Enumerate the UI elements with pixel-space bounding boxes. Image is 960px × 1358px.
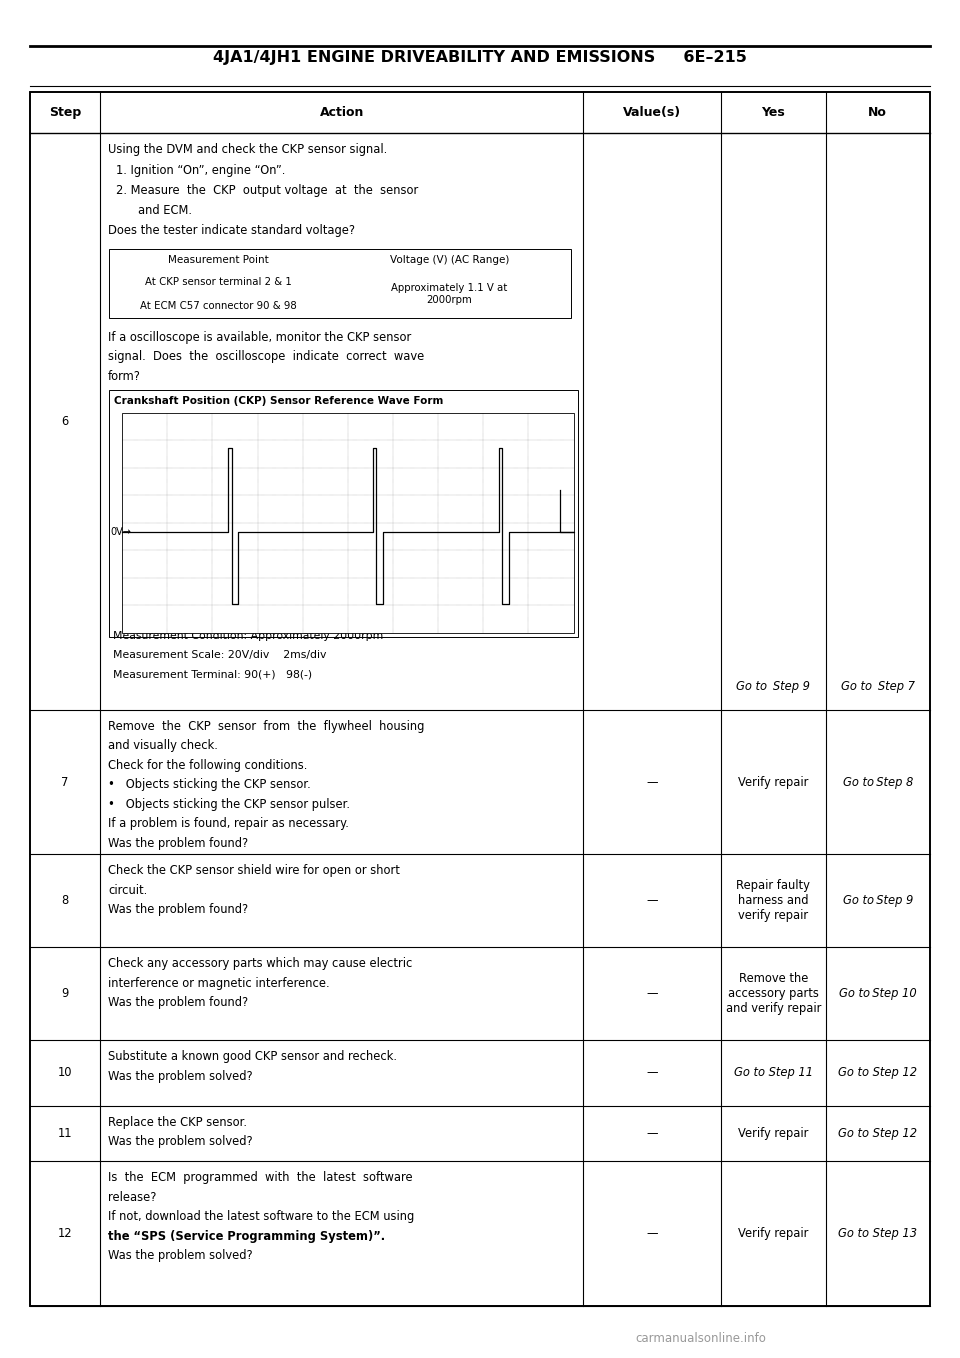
Text: Is  the  ECM  programmed  with  the  latest  software: Is the ECM programmed with the latest so…	[108, 1172, 413, 1184]
Text: Measurement Condition: Approximately 2000rpm: Measurement Condition: Approximately 200…	[113, 630, 383, 641]
Text: Go to Step 8: Go to Step 8	[843, 775, 913, 789]
Text: 8: 8	[61, 895, 69, 907]
Text: Was the problem found?: Was the problem found?	[108, 837, 249, 850]
Text: Step: Step	[49, 106, 82, 120]
Text: Verify repair: Verify repair	[738, 1228, 808, 1240]
Text: 12: 12	[58, 1228, 72, 1240]
Text: Go to  Step 9: Go to Step 9	[736, 680, 810, 693]
Text: Measurement Point: Measurement Point	[168, 255, 269, 265]
Text: 10: 10	[58, 1066, 72, 1080]
Text: —: —	[647, 775, 659, 789]
Text: •   Objects sticking the CKP sensor pulser.: • Objects sticking the CKP sensor pulser…	[108, 797, 350, 811]
Text: Yes: Yes	[761, 106, 785, 120]
Bar	[122, 413, 573, 633]
Text: Remove  the  CKP  sensor  from  the  flywheel  housing: Remove the CKP sensor from the flywheel …	[108, 720, 424, 733]
Bar	[30, 92, 930, 1306]
Text: 4JA1/4JH1 ENGINE DRIVEABILITY AND EMISSIONS     6E–215: 4JA1/4JH1 ENGINE DRIVEABILITY AND EMISSI…	[213, 50, 747, 65]
Text: Repair faulty
harness and
verify repair: Repair faulty harness and verify repair	[736, 880, 810, 922]
Text: 7: 7	[61, 775, 69, 789]
Text: Check the CKP sensor shield wire for open or short: Check the CKP sensor shield wire for ope…	[108, 865, 400, 877]
Text: form?: form?	[108, 369, 141, 383]
Text: Was the problem solved?: Was the problem solved?	[108, 1135, 252, 1148]
Text: Value(s): Value(s)	[623, 106, 682, 120]
Bar	[109, 390, 578, 637]
Text: Measurement Scale: 20V/div    2ms/div: Measurement Scale: 20V/div 2ms/div	[113, 650, 326, 660]
Text: At CKP sensor terminal 2 & 1: At CKP sensor terminal 2 & 1	[145, 277, 292, 288]
Text: Check any accessory parts which may cause electric: Check any accessory parts which may caus…	[108, 957, 413, 970]
Text: Substitute a known good CKP sensor and recheck.: Substitute a known good CKP sensor and r…	[108, 1050, 397, 1063]
Text: Go to Step 12: Go to Step 12	[838, 1066, 918, 1080]
Text: Does the tester indicate standard voltage?: Does the tester indicate standard voltag…	[108, 224, 355, 238]
Text: Go to Step 12: Go to Step 12	[838, 1127, 918, 1139]
Text: 9: 9	[61, 987, 69, 1001]
Text: Was the problem solved?: Was the problem solved?	[108, 1070, 252, 1082]
Text: Go to Step 10: Go to Step 10	[839, 987, 917, 1001]
Text: 6: 6	[61, 416, 69, 428]
Text: Check for the following conditions.: Check for the following conditions.	[108, 759, 307, 771]
Text: —: —	[647, 895, 659, 907]
Text: and ECM.: and ECM.	[138, 204, 192, 216]
Text: •   Objects sticking the CKP sensor.: • Objects sticking the CKP sensor.	[108, 778, 311, 792]
Text: Remove the
accessory parts
and verify repair: Remove the accessory parts and verify re…	[726, 972, 821, 1016]
Text: No: No	[869, 106, 887, 120]
Text: —: —	[647, 1127, 659, 1139]
Text: interference or magnetic interference.: interference or magnetic interference.	[108, 976, 330, 990]
Text: and visually check.: and visually check.	[108, 739, 218, 752]
Bar	[109, 250, 570, 318]
Text: circuit.: circuit.	[108, 884, 148, 896]
Text: Approximately 1.1 V at
2000rpm: Approximately 1.1 V at 2000rpm	[392, 284, 508, 306]
Text: —: —	[647, 987, 659, 1001]
Text: —: —	[647, 1066, 659, 1080]
Bar	[30, 92, 930, 1306]
Text: If a oscilloscope is available, monitor the CKP sensor: If a oscilloscope is available, monitor …	[108, 330, 412, 344]
Text: Action: Action	[320, 106, 364, 120]
Text: Verify repair: Verify repair	[738, 775, 808, 789]
Text: Go to  Step 7: Go to Step 7	[841, 680, 915, 693]
Text: —: —	[647, 1228, 659, 1240]
Text: carmanualsonline.info: carmanualsonline.info	[636, 1331, 766, 1344]
Text: signal.  Does  the  oscilloscope  indicate  correct  wave: signal. Does the oscilloscope indicate c…	[108, 350, 424, 363]
Text: If a problem is found, repair as necessary.: If a problem is found, repair as necessa…	[108, 818, 349, 830]
Text: 11: 11	[58, 1127, 72, 1139]
Text: Was the problem found?: Was the problem found?	[108, 903, 249, 917]
Text: Replace the CKP sensor.: Replace the CKP sensor.	[108, 1116, 248, 1128]
Text: 2. Measure  the  CKP  output voltage  at  the  sensor: 2. Measure the CKP output voltage at the…	[116, 183, 419, 197]
Text: If not, download the latest software to the ECM using: If not, download the latest software to …	[108, 1210, 415, 1224]
Text: Voltage (V) (AC Range): Voltage (V) (AC Range)	[390, 255, 509, 265]
Text: Measurement Terminal: 90(+)   98(-): Measurement Terminal: 90(+) 98(-)	[113, 669, 312, 679]
Text: Go to Step 11: Go to Step 11	[733, 1066, 813, 1080]
Text: 0V→: 0V→	[110, 527, 132, 536]
Text: Verify repair: Verify repair	[738, 1127, 808, 1139]
Text: Go to Step 9: Go to Step 9	[843, 895, 913, 907]
Text: 1. Ignition “On”, engine “On”.: 1. Ignition “On”, engine “On”.	[116, 163, 285, 177]
Text: Go to Step 13: Go to Step 13	[838, 1228, 918, 1240]
Text: Was the problem solved?: Was the problem solved?	[108, 1249, 252, 1263]
Text: Using the DVM and check the CKP sensor signal.: Using the DVM and check the CKP sensor s…	[108, 143, 388, 156]
Text: At ECM C57 connector 90 & 98: At ECM C57 connector 90 & 98	[140, 301, 298, 311]
Text: Was the problem found?: Was the problem found?	[108, 997, 249, 1009]
Text: the “SPS (Service Programming System)”.: the “SPS (Service Programming System)”.	[108, 1230, 385, 1243]
Text: release?: release?	[108, 1191, 156, 1203]
Text: Crankshaft Position (CKP) Sensor Reference Wave Form: Crankshaft Position (CKP) Sensor Referen…	[114, 397, 444, 406]
